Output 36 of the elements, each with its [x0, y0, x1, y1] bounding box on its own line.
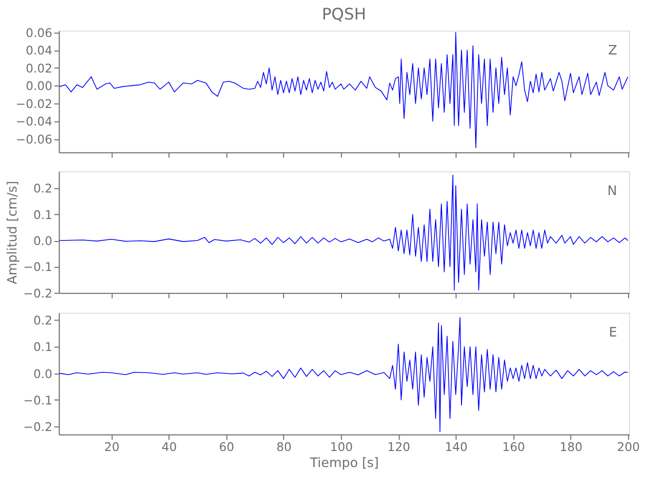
y-axis-title: Amplitud [cm/s]: [5, 180, 20, 284]
x-tick-label: 80: [276, 440, 292, 454]
x-axis-title: Tiempo [s]: [309, 456, 379, 471]
x-tick-label: 40: [162, 440, 177, 454]
line-series: [59, 32, 628, 148]
series-label: Z: [608, 44, 618, 59]
y-tick-label: −0.04: [16, 114, 52, 129]
y-tick-label: 0.04: [26, 44, 52, 58]
line-series: [59, 317, 628, 432]
x-tick-label: 60: [219, 440, 234, 454]
text: E: [608, 326, 618, 341]
y-tick-label: −0.02: [16, 96, 52, 111]
y-tick-label: 0.1: [33, 340, 52, 354]
y-tick-label: −0.1: [23, 260, 52, 274]
x-tick-label: 160: [502, 440, 526, 454]
y-tick-label: 0.02: [26, 61, 52, 76]
x-tick-label: 20: [104, 440, 120, 454]
y-tick-label: −0.1: [23, 393, 52, 408]
y-tick-label: −0.2: [23, 286, 52, 300]
y-tick-label: −0.06: [16, 132, 52, 146]
y-tick-label: 0.0: [33, 234, 52, 248]
y-tick-label: 0.0: [33, 366, 52, 381]
x-tick-label: 120: [387, 440, 410, 454]
x-tick-label: 140: [444, 440, 468, 454]
y-tick-label: 0.00: [26, 79, 52, 94]
y-tick-label: 0.1: [33, 208, 52, 222]
x-tick-label: 180: [560, 440, 582, 454]
x-tick-label: 200: [617, 440, 640, 454]
y-tick-label: −0.2: [23, 420, 52, 434]
chart-title: PQSH: [322, 4, 366, 24]
y-tick-label: 0.06: [26, 26, 52, 40]
x-tick-label: 100: [330, 440, 353, 454]
y-tick-label: 0.2: [33, 314, 52, 328]
y-tick-label: 0.2: [33, 182, 52, 196]
text: N: [607, 184, 618, 200]
line-series: [59, 174, 628, 291]
